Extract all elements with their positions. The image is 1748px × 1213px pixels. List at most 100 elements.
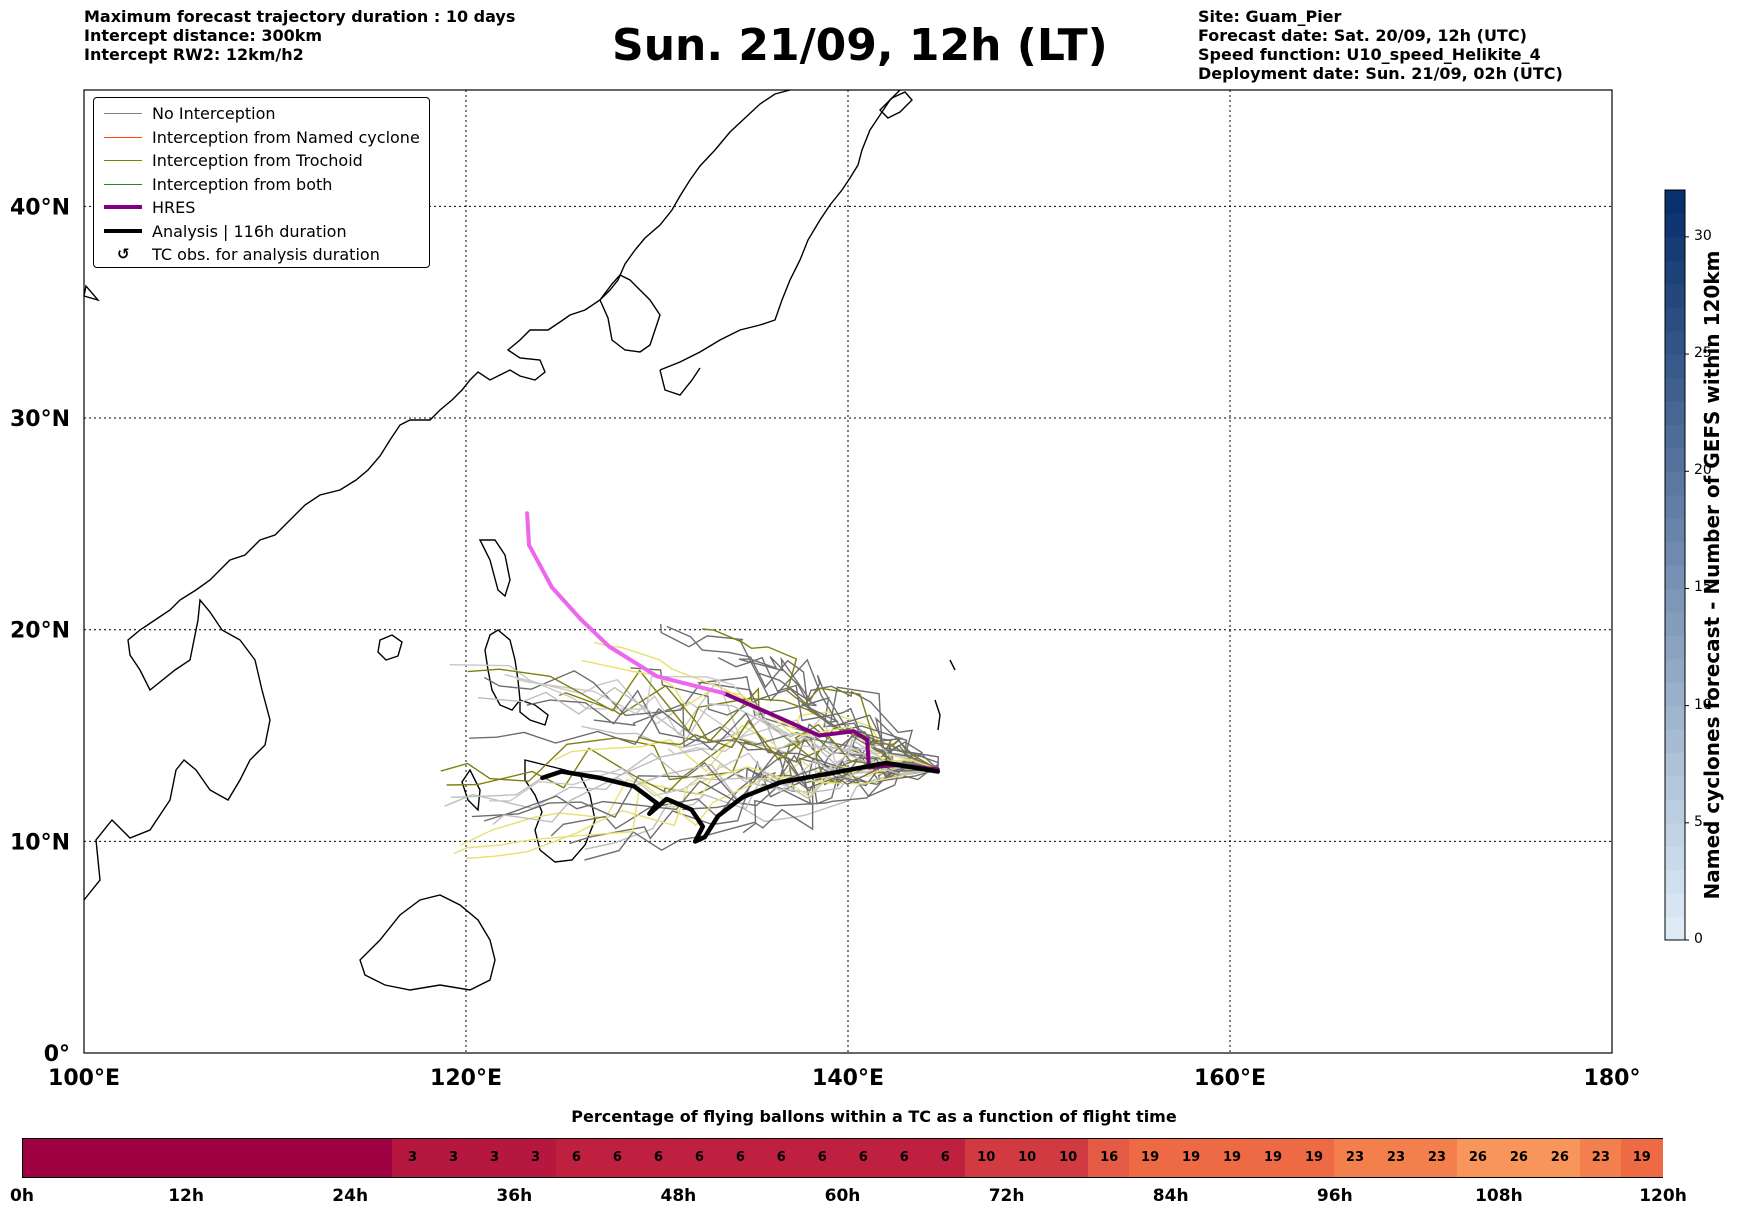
tc-bar-tick-label: 0h [10,1186,34,1206]
legend-item: No Interception [100,102,423,126]
tc-bar-cell: 26 [1457,1139,1499,1177]
tc-bar-cell [350,1139,393,1177]
colorbar-segment [1665,260,1685,285]
legend-item: Analysis | 116h duration [100,220,423,244]
tc-bar-cell: 6 [678,1139,721,1177]
ensemble-track [554,724,939,779]
latitude-label: 30°N [10,407,70,432]
tc-bar-cell: 6 [883,1139,926,1177]
colorbar-segment [1665,565,1685,589]
hres-segment [817,729,856,738]
tc-bar-cell: 19 [1170,1139,1212,1177]
colorbar-segment [1665,799,1685,824]
tc-bar-cell [145,1139,188,1177]
legend-item: ↺ TC obs. for analysis duration [100,243,423,267]
tc-bar-cell: 19 [1293,1139,1335,1177]
tc-bar-cell: 26 [1498,1139,1540,1177]
latitude-label: 10°N [10,830,70,855]
ensemble-track [471,749,938,819]
colorbar-segment [1665,658,1685,683]
tc-bar-cell: 6 [555,1139,598,1177]
tc-bar-tick-label: 12h [168,1186,204,1206]
header-line: Intercept RW2: 12km/h2 [84,45,304,64]
tc-bar-cell: 23 [1580,1139,1622,1177]
ensemble-track [738,656,939,771]
legend-swatch [104,205,142,209]
analysis-track [540,760,941,844]
tc-bar-tick-label: 108h [1475,1186,1523,1206]
colorbar-tick-label: 25 [1694,345,1712,362]
header-line: Speed function: U10_speed_Helikite_4 [1198,45,1541,64]
tc-bar-cell: 3 [432,1139,475,1177]
colorbar-segment [1665,682,1685,707]
latitude-labels: 40°N 30°N 20°N 10°N 0° [10,195,70,1067]
tc-bar-cell: 19 [1621,1139,1663,1177]
tc-bar-tick-label: 48h [660,1186,697,1206]
hres-segment [779,716,822,738]
longitude-label: 160°E [1194,1066,1266,1091]
tc-bar-cell: 23 [1334,1139,1376,1177]
tc-bar-cell: 6 [924,1139,966,1177]
colorbar-segment [1665,518,1685,543]
tc-bar-cell: 3 [473,1139,516,1177]
colorbar-tick-label: 30 [1694,227,1712,244]
colorbar-segment [1665,822,1685,847]
latitude-label: 40°N [10,195,70,220]
tc-percentage-bar: 3 3 3 3 6 6 6 6 6 6 6 6 6 6 10 10 10 16 19 19 19 19 19 23 23 23 26… [22,1138,1663,1178]
hres-segment [549,585,583,622]
ensemble-track [467,668,938,771]
ensemble-track [477,686,938,771]
colorbar-segment [1665,424,1685,449]
colorbar-segment [1665,611,1685,636]
ensemble-track [569,760,938,845]
tc-bar-tick-label: 120h [1639,1186,1687,1206]
tc-obs-marker-icon: ↺ [117,245,130,263]
colorbar-segment [1665,330,1685,355]
tc-bar-cell: 3 [391,1139,434,1177]
tc-bar-cell: 6 [637,1139,680,1177]
colorbar [1664,189,1689,941]
tc-bar-tick-label: 84h [1152,1186,1189,1206]
legend-swatch [104,113,142,114]
header-line: Site: Guam_Pier [1198,7,1342,26]
ensemble-track [717,656,938,771]
colorbar-tick-label: 20 [1694,462,1712,479]
tc-bar-cell [104,1139,147,1177]
ensemble-track [460,760,938,846]
colorbar-segment [1665,588,1685,613]
legend-swatch [104,160,142,161]
tc-bar-tick-label: 60h [824,1186,861,1206]
colorbar-segment [1665,400,1685,425]
legend-label: Interception from Trochoid [152,151,363,170]
tc-bar-cell: 19 [1211,1139,1253,1177]
legend-item: Interception from Trochoid [100,149,423,173]
colorbar-segment [1665,447,1685,472]
legend-label: Analysis | 116h duration [152,221,347,241]
colorbar-tick-label: 15 [1694,579,1712,596]
longitude-labels: 100°E 120°E 140°E 160°E 180° [48,1066,1640,1091]
tc-bar-cell [227,1139,270,1177]
tc-bar-cell: 10 [965,1139,1007,1177]
tc-bar-cell [63,1139,106,1177]
hres-segment [607,644,659,679]
colorbar-segment [1665,752,1685,777]
colorbar-segment [1665,190,1685,214]
tc-bar-tick-label: 72h [988,1186,1025,1206]
latitude-label: 20°N [10,619,70,644]
tc-bar-tick-label: 24h [332,1186,369,1206]
colorbar-tick-label: 10 [1694,696,1712,713]
tc-bar-cell: 23 [1416,1139,1458,1177]
tc-bar-cell: 6 [719,1139,762,1177]
hres-segment [527,543,554,590]
colorbar-segment [1665,729,1685,753]
colorbar-segment [1665,916,1685,941]
header-right-info: Site: Guam_Pier Forecast date: Sat. 20/0… [1198,7,1563,83]
colorbar-frame [1664,189,1686,941]
hres-segment [525,511,532,548]
legend-item: Interception from both [100,173,423,197]
colorbar-segment [1665,236,1685,261]
tc-bar-cell [309,1139,352,1177]
tc-bar-cell: 16 [1088,1139,1130,1177]
longitude-label: 140°E [812,1066,884,1091]
colorbar-segment [1665,471,1685,496]
